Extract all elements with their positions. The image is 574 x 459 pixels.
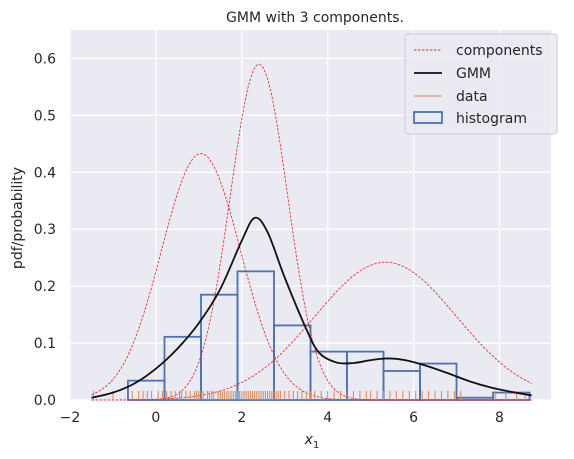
x-axis-label: x1	[304, 432, 320, 451]
component-curve-1	[91, 153, 532, 401]
component-curve-3	[91, 261, 532, 401]
legend-box	[404, 33, 558, 135]
chart-title: GMM with 3 components.	[226, 10, 404, 26]
grid	[69, 30, 551, 401]
legend-swatch-histogram	[413, 111, 443, 124]
data-rug	[93, 390, 526, 400]
x-tick-label: −2	[60, 410, 81, 426]
x-tick-labels: −2 0 2 4 6 8	[60, 410, 504, 426]
y-tick-label: 0.0	[34, 393, 56, 409]
legend-label-components: components	[456, 43, 543, 59]
gmm-curve	[91, 216, 532, 399]
legend-label-data: data	[456, 89, 488, 105]
y-tick-label: 0.6	[34, 51, 56, 67]
y-tick-labels: 0.0 0.1 0.2 0.3 0.4 0.5 0.6	[34, 51, 56, 409]
legend-label-histogram: histogram	[456, 111, 527, 127]
legend: components GMM data histogram	[404, 33, 558, 135]
component-curves	[91, 63, 532, 401]
x-tick-label: 0	[151, 410, 160, 426]
y-tick-label: 0.4	[34, 165, 56, 181]
y-axis-label: pdf/probability	[10, 167, 26, 269]
y-tick-label: 0.2	[34, 279, 56, 295]
x-tick-label: 6	[409, 410, 418, 426]
y-tick-label: 0.5	[34, 108, 56, 124]
legend-label-gmm: GMM	[456, 66, 491, 82]
y-tick-label: 0.1	[34, 336, 56, 352]
y-tick-label: 0.3	[34, 222, 56, 238]
x-tick-label: 8	[495, 410, 504, 426]
component-curve-2	[91, 63, 532, 401]
x-tick-label: 4	[323, 410, 332, 426]
gmm-curve-group	[91, 216, 532, 399]
x-tick-label: 2	[237, 410, 246, 426]
